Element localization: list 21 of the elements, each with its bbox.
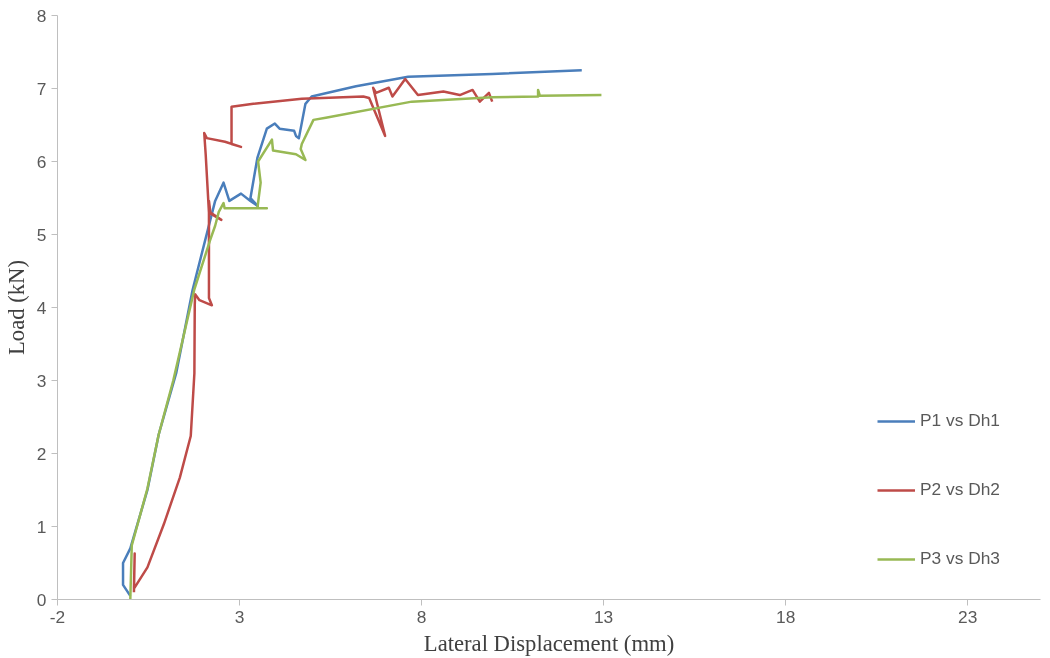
x-tick-label: 8 <box>416 606 427 627</box>
y-tick-label: 1 <box>36 516 47 537</box>
legend-label: P2 vs Dh2 <box>920 479 1000 500</box>
legend-label: P1 vs Dh1 <box>920 410 1000 431</box>
y-tick-label: 3 <box>36 370 47 391</box>
y-tick-label: 8 <box>36 5 47 26</box>
x-tick-label: 13 <box>593 606 614 627</box>
y-tick-label: 7 <box>36 78 47 99</box>
y-tick-label: 0 <box>36 589 47 610</box>
y-tick-label: 5 <box>36 224 47 245</box>
x-axis-title: Lateral Displacement (mm) <box>423 630 675 656</box>
legend-label: P3 vs Dh3 <box>920 548 1000 569</box>
y-tick-label: 6 <box>36 151 47 172</box>
x-tick-label: -2 <box>49 606 66 627</box>
y-tick-label: 4 <box>36 297 47 318</box>
x-tick-label: 18 <box>776 606 796 627</box>
x-tick-label: 23 <box>958 606 978 627</box>
y-tick-label: 2 <box>36 443 47 464</box>
line-series <box>132 77 494 594</box>
y-axis-title: Load (kN) <box>3 260 29 355</box>
x-tick-label: 3 <box>234 606 245 627</box>
